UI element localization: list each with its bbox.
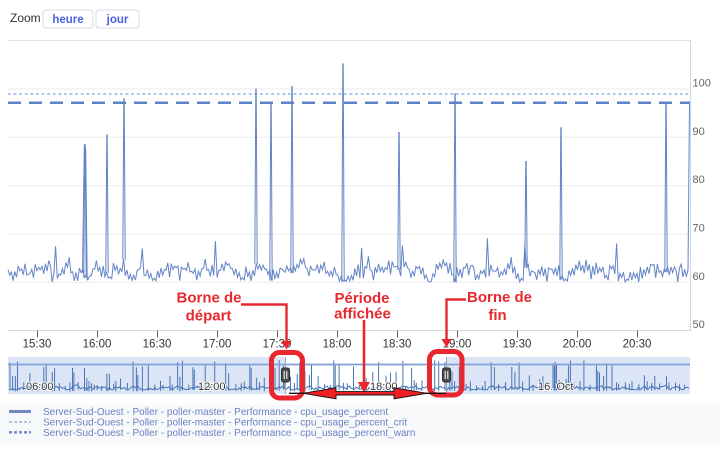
svg-text:16:00: 16:00 xyxy=(83,339,112,351)
svg-text:départ: départ xyxy=(186,308,232,325)
svg-text:20:00: 20:00 xyxy=(563,339,592,351)
svg-text:50: 50 xyxy=(693,319,705,331)
svg-text:80: 80 xyxy=(693,174,705,186)
svg-text:affichée: affichée xyxy=(334,306,391,323)
svg-text:Server-Sud-Ouest - Poller - po: Server-Sud-Ouest - Poller - poller-maste… xyxy=(43,407,388,418)
svg-text:18:00: 18:00 xyxy=(370,381,398,393)
svg-text:20:30: 20:30 xyxy=(623,339,652,351)
svg-text:70: 70 xyxy=(693,223,705,235)
svg-text:90: 90 xyxy=(693,126,705,138)
svg-text:18:30: 18:30 xyxy=(383,339,412,351)
svg-text:16:30: 16:30 xyxy=(143,339,172,351)
svg-text:18:00: 18:00 xyxy=(323,339,352,351)
svg-text:Période: Période xyxy=(334,290,389,307)
svg-text:jour: jour xyxy=(106,14,129,26)
svg-text:Server-Sud-Ouest - Poller - po: Server-Sud-Ouest - Poller - poller-maste… xyxy=(43,428,415,439)
svg-text:06:00: 06:00 xyxy=(26,381,54,393)
svg-text:12:00: 12:00 xyxy=(198,381,226,393)
svg-text:17:00: 17:00 xyxy=(203,339,232,351)
svg-text:Zoom: Zoom xyxy=(10,11,41,25)
svg-text:16. Oct: 16. Oct xyxy=(538,381,573,393)
svg-text:Borne de: Borne de xyxy=(176,290,241,307)
svg-text:fin: fin xyxy=(488,307,506,324)
svg-text:Server-Sud-Ouest - Poller - po: Server-Sud-Ouest - Poller - poller-maste… xyxy=(43,418,407,429)
svg-text:19:30: 19:30 xyxy=(503,339,532,351)
svg-text:100: 100 xyxy=(693,78,711,90)
svg-text:15:30: 15:30 xyxy=(23,339,52,351)
svg-text:60: 60 xyxy=(693,271,705,283)
svg-text:Borne de: Borne de xyxy=(467,289,532,306)
svg-text:heure: heure xyxy=(52,14,83,26)
